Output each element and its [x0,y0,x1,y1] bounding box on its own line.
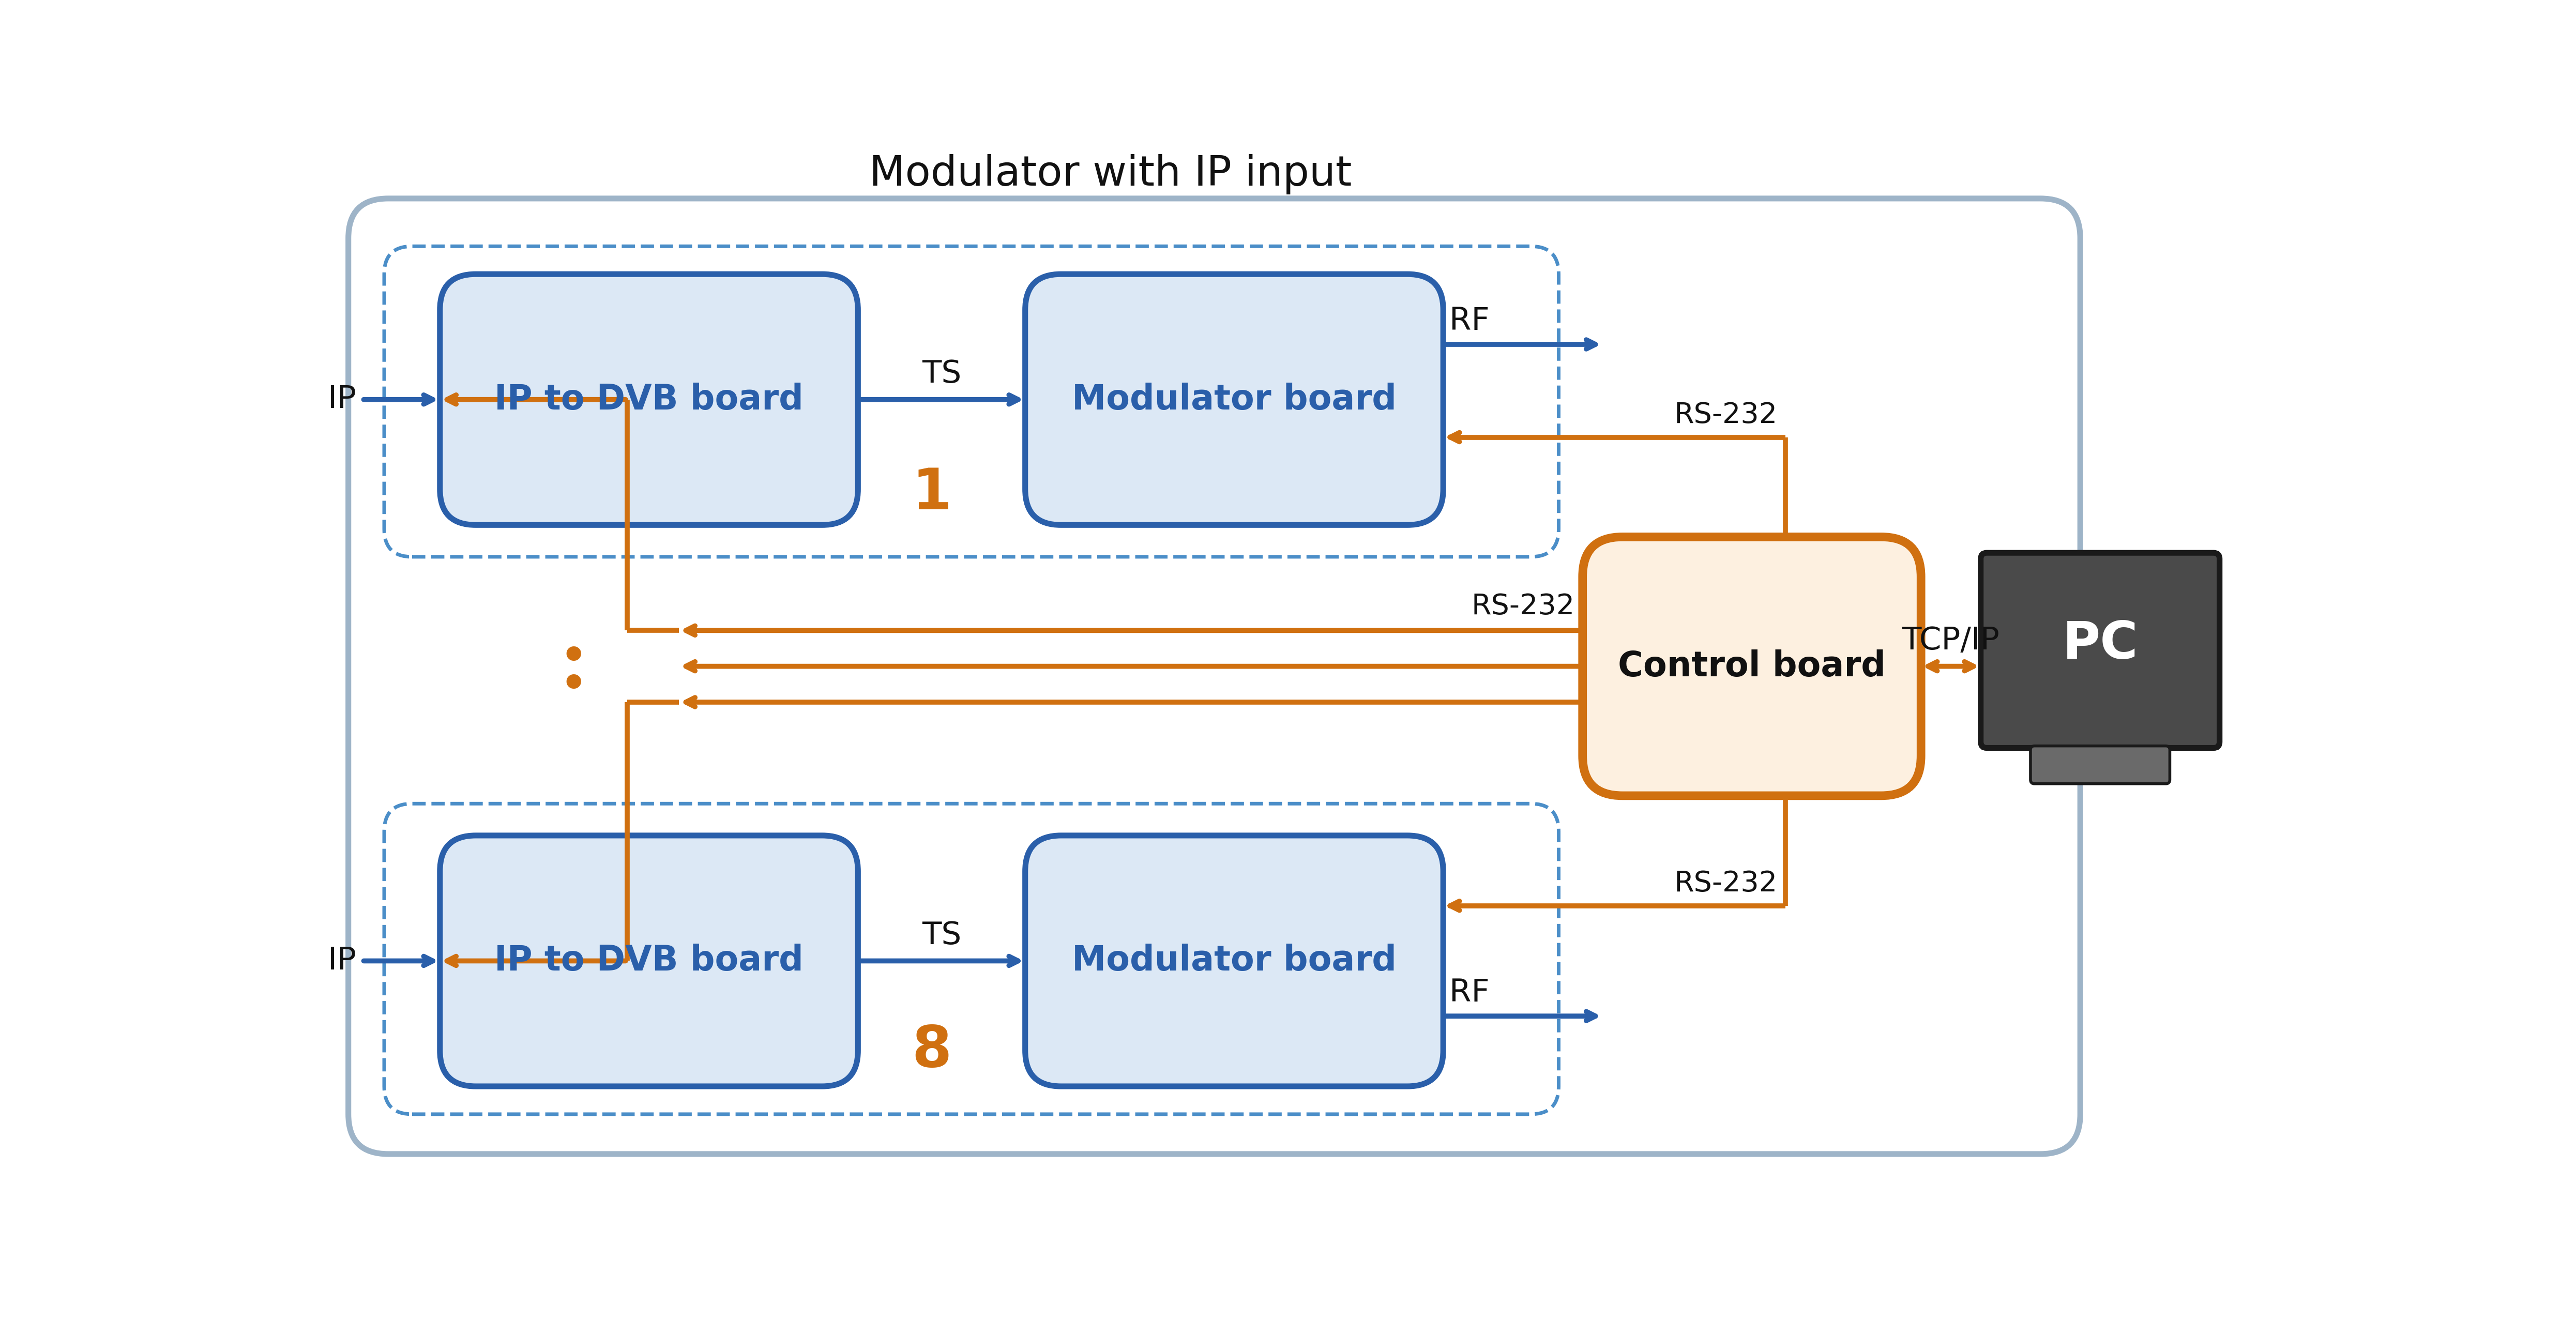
Text: 1: 1 [912,466,951,521]
Text: RS-232: RS-232 [1674,869,1777,898]
Text: •: • [559,634,587,682]
Text: PC: PC [2063,620,2138,670]
FancyBboxPatch shape [2030,747,2169,783]
Text: RF: RF [1450,306,1489,336]
FancyBboxPatch shape [1025,835,1443,1087]
Text: IP: IP [327,384,355,414]
Text: TCP/IP: TCP/IP [1901,625,1999,657]
Text: RS-232: RS-232 [1471,592,1574,620]
FancyBboxPatch shape [1025,274,1443,525]
FancyBboxPatch shape [1981,553,2221,748]
Text: Modulator board: Modulator board [1072,944,1396,977]
FancyBboxPatch shape [1582,537,1922,795]
FancyBboxPatch shape [440,835,858,1087]
Text: TS: TS [922,359,961,389]
Text: TS: TS [922,921,961,951]
Text: RS-232: RS-232 [1674,401,1777,429]
Text: RF: RF [1450,977,1489,1008]
Text: Modulator with IP input: Modulator with IP input [868,154,1352,194]
Text: •: • [559,662,587,710]
Text: 8: 8 [912,1024,951,1079]
FancyBboxPatch shape [348,198,2081,1154]
FancyBboxPatch shape [440,274,858,525]
Text: Control board: Control board [1618,649,1886,683]
Text: Modulator board: Modulator board [1072,383,1396,417]
Text: IP: IP [327,946,355,976]
Text: IP to DVB board: IP to DVB board [495,383,804,417]
Text: IP to DVB board: IP to DVB board [495,944,804,977]
